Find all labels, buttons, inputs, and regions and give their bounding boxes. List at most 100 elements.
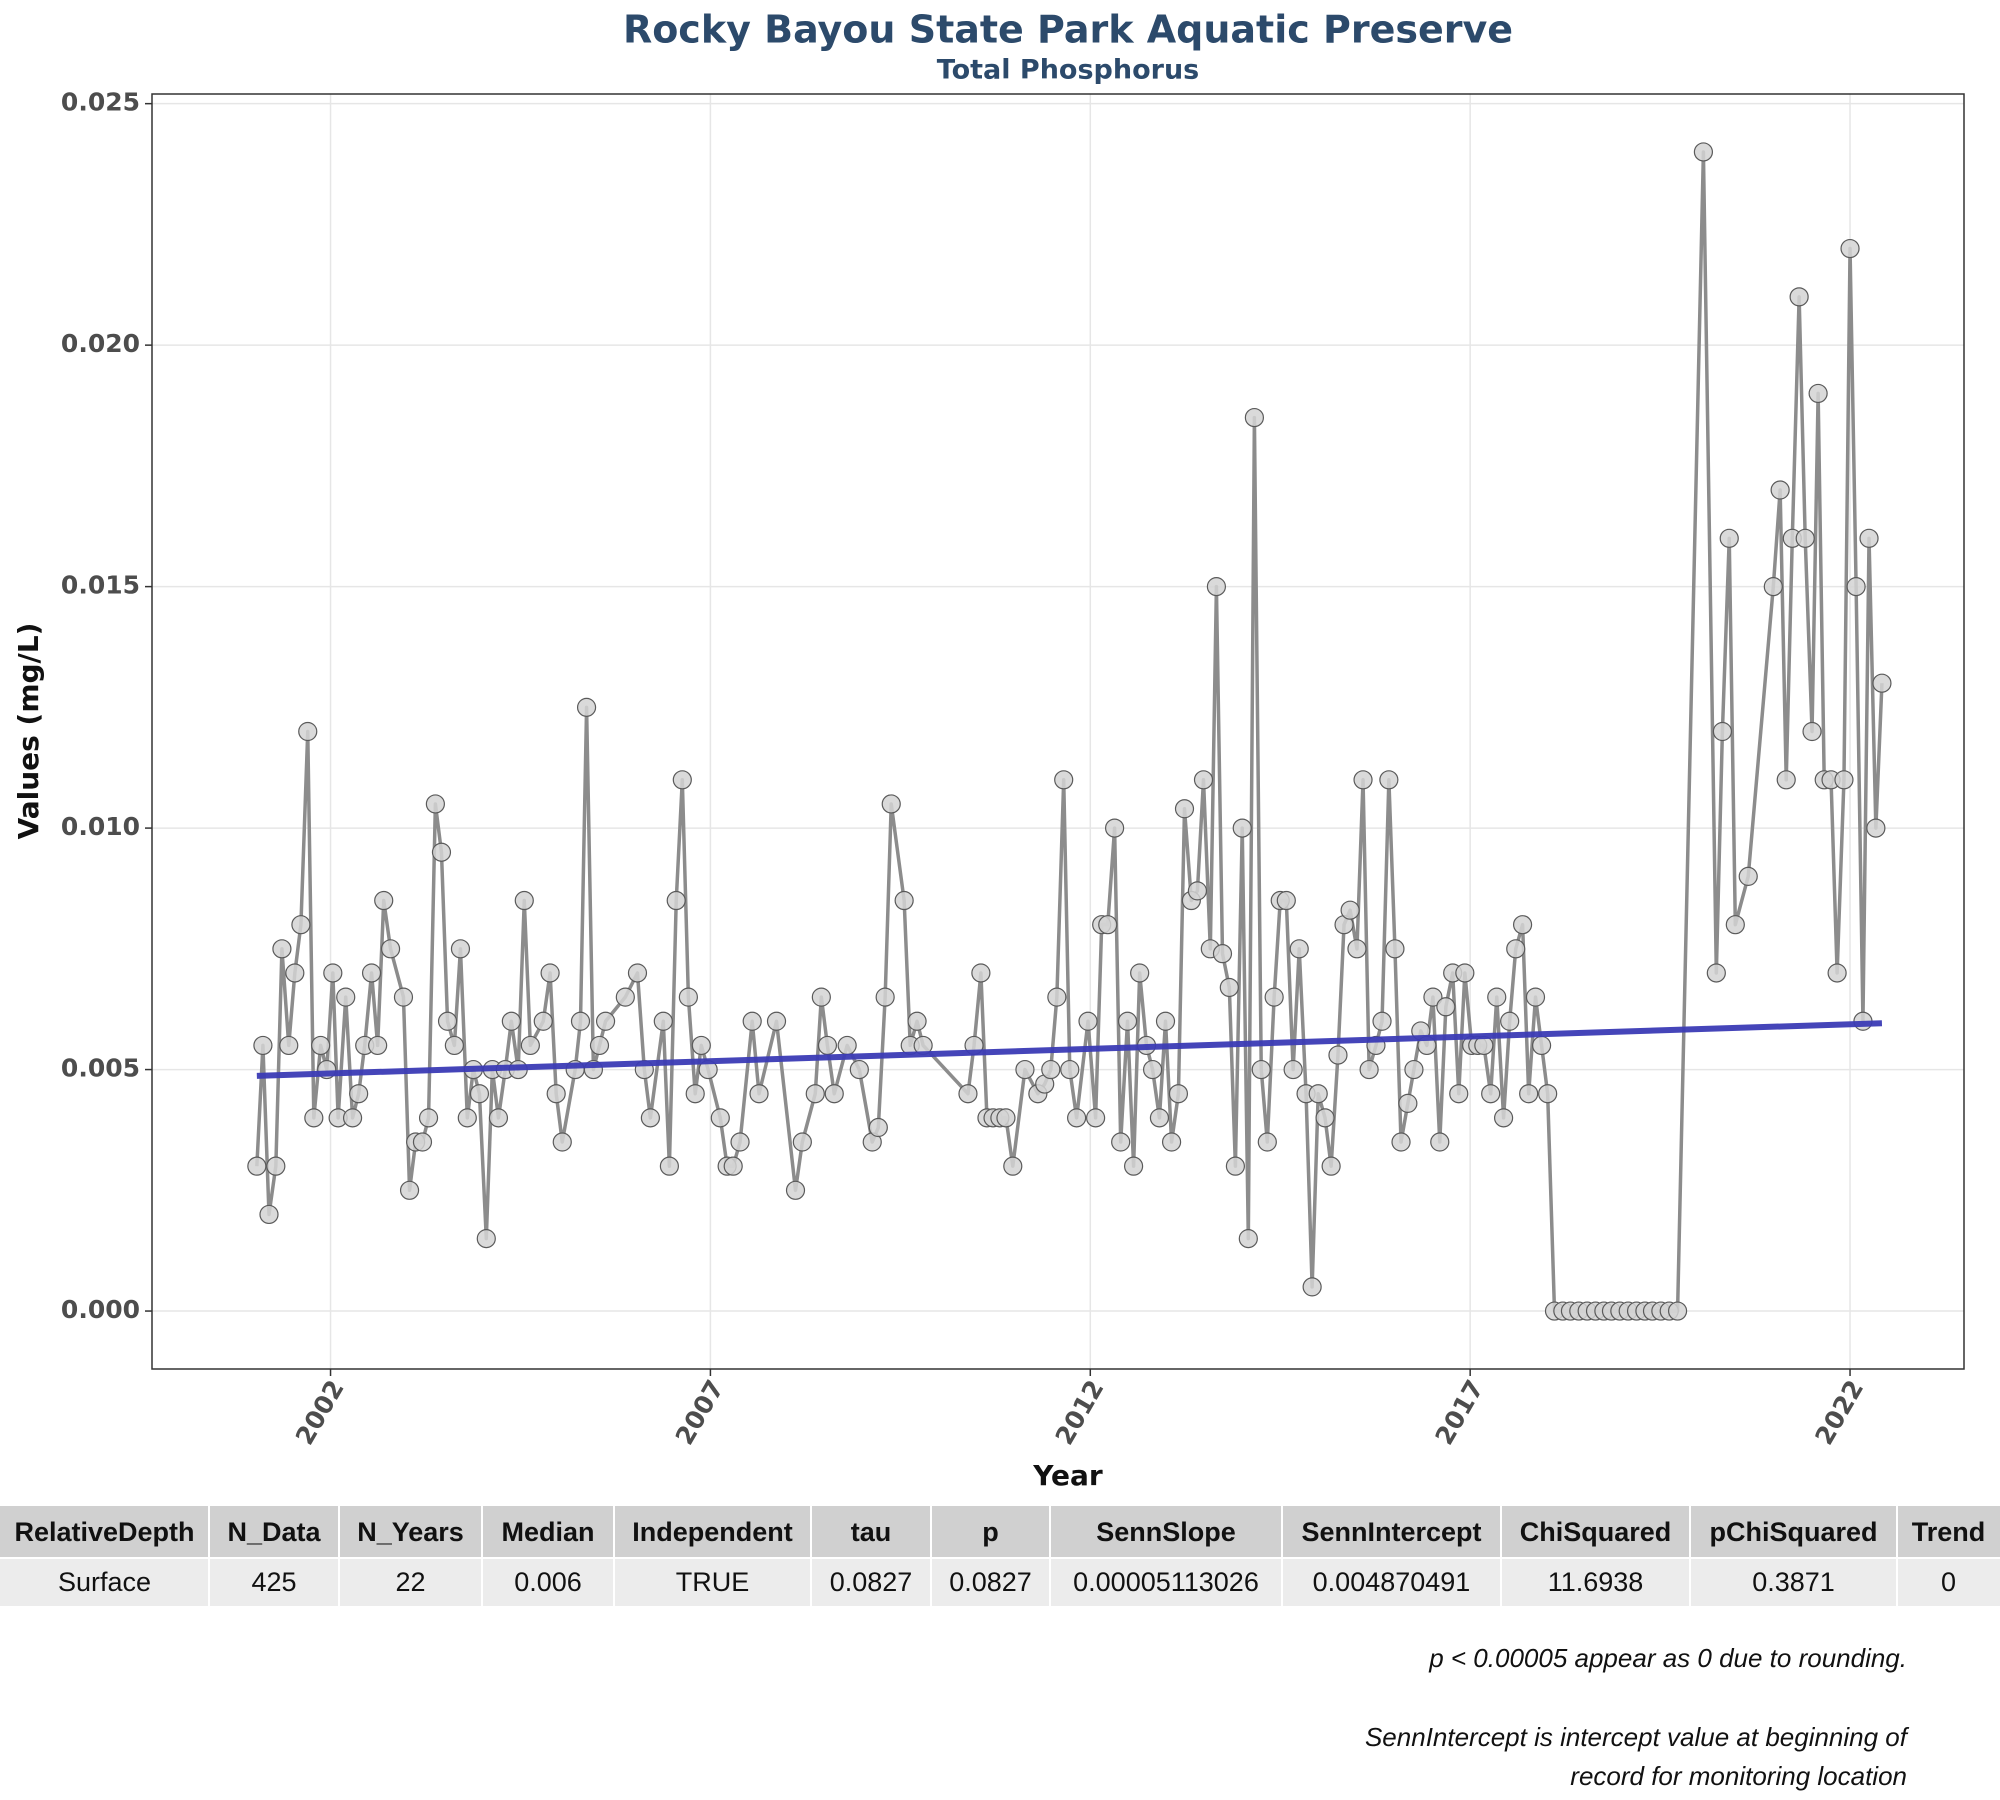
y-tick-label: 0.020 (61, 329, 140, 358)
data-point (342, 1108, 363, 1128)
data-point (336, 987, 356, 1007)
data-point (1054, 770, 1074, 790)
data-point (1706, 963, 1726, 983)
data-point (1347, 939, 1367, 959)
data-point (881, 794, 901, 814)
data-point (1500, 1011, 1520, 1031)
data-point (666, 890, 686, 911)
data-point (958, 1084, 978, 1104)
data-point (1111, 1132, 1131, 1152)
table-cell: Surface (58, 1567, 151, 1597)
data-point (1232, 818, 1252, 838)
data-point (1693, 142, 1714, 162)
data-point (533, 1011, 553, 1031)
data-point (723, 1156, 743, 1176)
data-point (875, 987, 895, 1007)
data-point (380, 939, 401, 959)
data-point (1308, 1084, 1328, 1104)
data-point (785, 1180, 806, 1200)
data-point (374, 890, 394, 911)
x-tick-label: 2002 (290, 1375, 350, 1450)
table-header-bg (0, 1506, 2000, 1558)
table-row-bg (0, 1558, 2000, 1606)
data-point (1078, 1011, 1098, 1031)
data-point (1719, 528, 1739, 548)
data-point (710, 1108, 730, 1128)
data-point (640, 1108, 660, 1128)
y-tick-label: 0.025 (61, 88, 140, 117)
data-point (501, 1011, 521, 1031)
data-point (1834, 770, 1854, 790)
data-point (1872, 673, 1892, 693)
data-point (1105, 818, 1125, 838)
chart-subtitle: Total Phosphorus (937, 55, 1200, 86)
data-point (817, 1035, 838, 1056)
data-point (323, 963, 343, 983)
data-point (1328, 1045, 1348, 1065)
data-point (457, 1108, 477, 1128)
table-header-cell: pChiSquared (1709, 1517, 1877, 1547)
table-header-cell: N_Years (357, 1517, 464, 1547)
data-point (659, 1156, 679, 1176)
table-header-cell: N_Data (227, 1517, 321, 1547)
x-axis-title: Year (1032, 1459, 1103, 1492)
data-point (1060, 1059, 1080, 1080)
data-point (1041, 1059, 1061, 1080)
data-point (1866, 818, 1886, 838)
data-point (971, 963, 991, 983)
table-cell: 0.3871 (1752, 1567, 1835, 1597)
data-point (1449, 1084, 1469, 1104)
data-point (1130, 963, 1150, 983)
data-point (730, 1132, 750, 1152)
data-point (792, 1132, 812, 1152)
y-tick-label: 0.000 (61, 1295, 140, 1324)
data-point (996, 1108, 1016, 1128)
data-point (1174, 799, 1195, 819)
data-point (1493, 1108, 1514, 1128)
data-point (811, 987, 831, 1007)
data-point (907, 1011, 927, 1031)
data-point (279, 1035, 299, 1056)
data-point (349, 1084, 369, 1104)
data-point (469, 1084, 490, 1104)
data-point (1506, 939, 1526, 959)
data-point (1379, 770, 1399, 790)
data-point (304, 1108, 324, 1128)
table-cell: 22 (395, 1567, 425, 1597)
data-point (540, 963, 560, 983)
table-header-cell: RelativeDepth (14, 1517, 194, 1547)
x-tick-label: 2022 (1809, 1375, 1869, 1450)
table-cell: 0.0827 (949, 1567, 1032, 1597)
data-point (672, 770, 692, 790)
data-point (1155, 1011, 1176, 1031)
table-cell: 0 (1941, 1567, 1956, 1597)
data-point (1398, 1093, 1418, 1113)
data-point (425, 794, 445, 814)
data-point (520, 1035, 540, 1056)
data-point (272, 939, 292, 959)
data-point (476, 1229, 496, 1249)
data-point (1525, 987, 1546, 1007)
data-point (1512, 915, 1533, 935)
data-point (437, 1011, 458, 1031)
data-point (1193, 770, 1214, 790)
data-point (805, 1084, 825, 1104)
data-point (1359, 1059, 1379, 1080)
y-tick-label: 0.015 (61, 571, 140, 600)
data-point (589, 1035, 610, 1056)
data-point (1795, 528, 1815, 548)
data-point (1225, 1156, 1246, 1176)
data-point (1738, 866, 1758, 886)
data-point (298, 721, 318, 742)
data-point (1206, 577, 1227, 597)
data-point (1123, 1156, 1144, 1176)
x-tick-label: 2012 (1050, 1375, 1110, 1450)
data-point (514, 890, 534, 911)
data-point (1763, 577, 1783, 597)
data-point (1859, 528, 1879, 548)
data-point (749, 1084, 769, 1104)
y-tick-label: 0.010 (61, 812, 140, 841)
data-point (1251, 1059, 1271, 1080)
footnote: p < 0.00005 appear as 0 due to rounding. (1428, 1643, 1907, 1673)
data-point (742, 1011, 762, 1031)
